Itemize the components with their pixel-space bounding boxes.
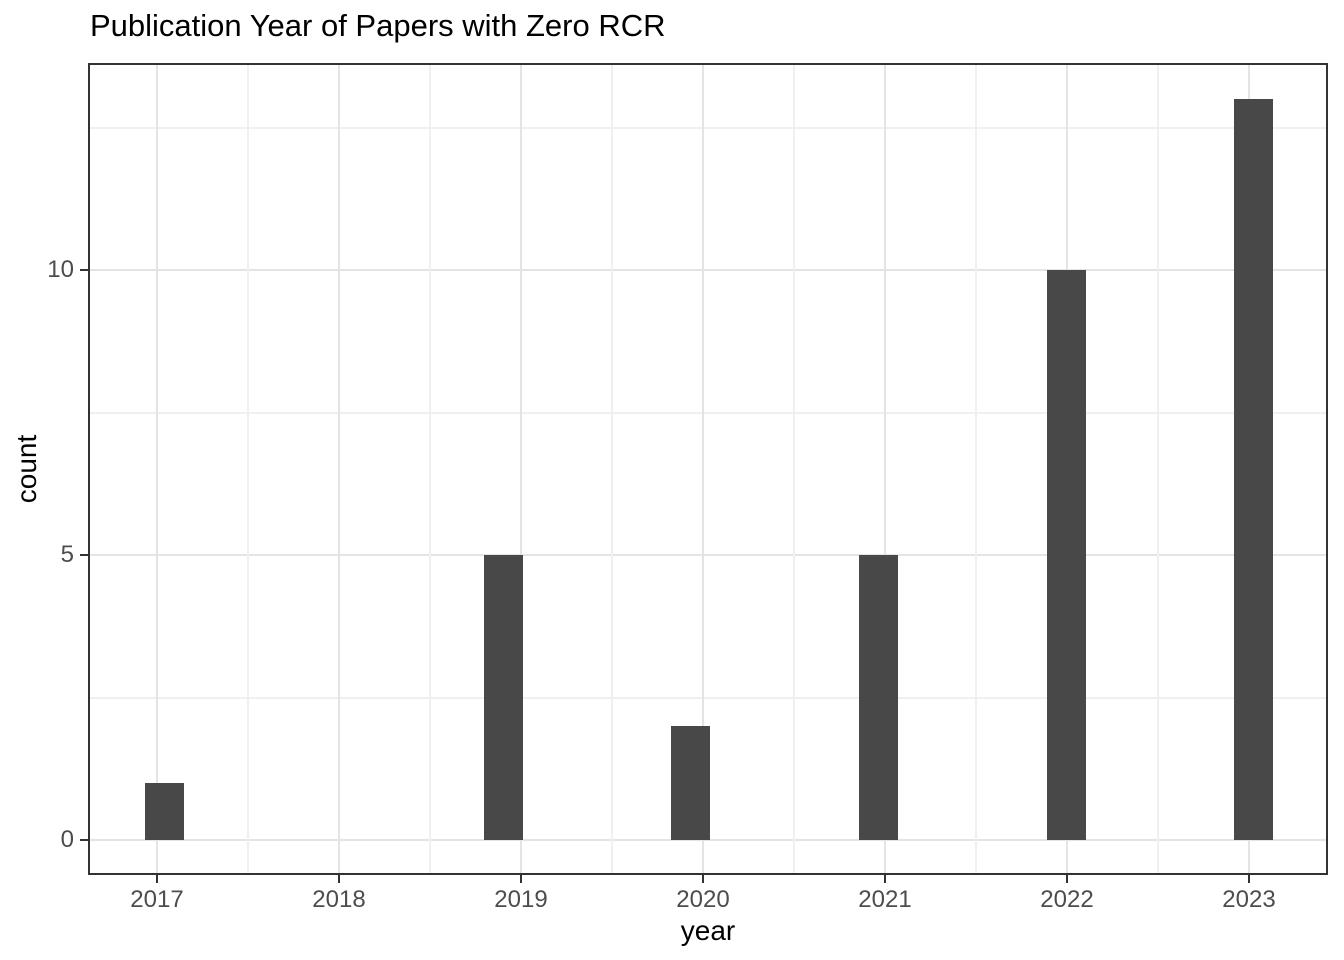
gridline-minor-horizontal	[88, 412, 1328, 414]
x-axis-title: year	[680, 915, 736, 946]
x-tick-mark	[338, 875, 340, 883]
y-tick-mark	[80, 554, 88, 556]
y-tick-label-5: 5	[60, 541, 74, 568]
gridline-minor-horizontal	[88, 697, 1328, 699]
gridline-major-horizontal	[88, 554, 1328, 556]
bar-2020	[671, 726, 710, 840]
y-tick-label-0: 0	[60, 826, 74, 853]
y-tick-mark	[80, 839, 88, 841]
gridline-major-vertical	[156, 63, 158, 875]
gridline-minor-vertical	[611, 63, 613, 875]
x-tick-mark	[520, 875, 522, 883]
y-tick-mark	[80, 269, 88, 271]
x-tick-label-2017: 2017	[130, 886, 184, 913]
gridline-major-vertical	[338, 63, 340, 875]
y-tick-label-10: 10	[47, 256, 74, 283]
x-tick-mark	[156, 875, 158, 883]
x-tick-label-2019: 2019	[494, 886, 548, 913]
bar-2017	[145, 783, 184, 840]
gridline-minor-vertical	[793, 63, 795, 875]
gridline-minor-horizontal	[88, 127, 1328, 129]
gridline-minor-vertical	[429, 63, 431, 875]
x-tick-mark	[1066, 875, 1068, 883]
gridline-major-horizontal	[88, 269, 1328, 271]
bar-2022	[1047, 270, 1086, 840]
bar-2019	[484, 555, 523, 840]
x-tick-mark	[702, 875, 704, 883]
x-tick-label-2022: 2022	[1040, 886, 1094, 913]
chart-title: Publication Year of Papers with Zero RCR	[90, 8, 666, 43]
bar-2021	[859, 555, 898, 840]
x-tick-mark	[884, 875, 886, 883]
x-tick-label-2023: 2023	[1222, 886, 1276, 913]
gridline-major-horizontal	[88, 839, 1328, 841]
gridline-major-vertical	[884, 63, 886, 875]
bar-2023	[1234, 99, 1273, 840]
x-tick-mark	[1248, 875, 1250, 883]
gridline-major-vertical	[520, 63, 522, 875]
gridline-minor-vertical	[247, 63, 249, 875]
x-tick-label-2020: 2020	[676, 886, 730, 913]
gridline-minor-vertical	[975, 63, 977, 875]
gridline-major-vertical	[702, 63, 704, 875]
x-tick-label-2021: 2021	[858, 886, 912, 913]
gridline-minor-vertical	[1157, 63, 1159, 875]
y-axis-title: count	[11, 434, 42, 504]
x-tick-label-2018: 2018	[312, 886, 366, 913]
